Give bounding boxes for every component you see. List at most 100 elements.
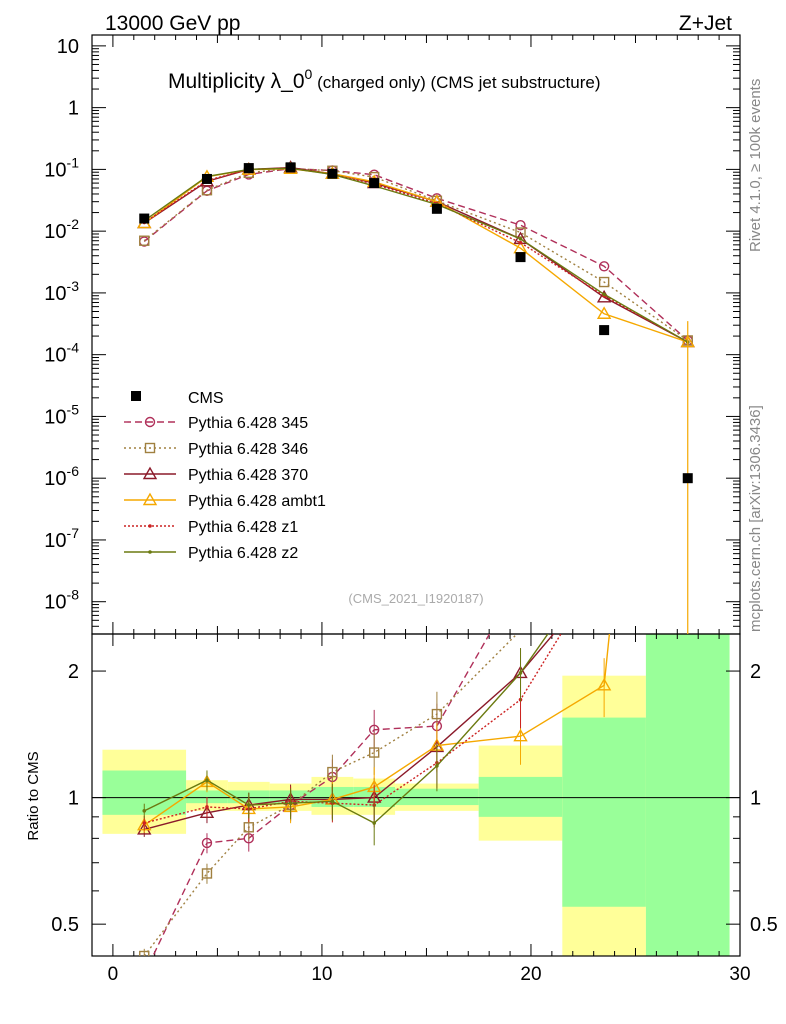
- ratio-panel-series: [137, 634, 612, 956]
- cms-data-point: [369, 178, 380, 189]
- cms-data-point: [243, 163, 254, 174]
- ratio-marker-z2: [246, 803, 251, 807]
- ratio-marker-z2: [205, 778, 209, 783]
- y-tick-base: 10: [44, 406, 66, 428]
- cms-data-point: [515, 252, 526, 263]
- marker-z2: [602, 292, 606, 297]
- ratio-marker-p346: [139, 950, 150, 956]
- y-tick-base: 1: [68, 98, 79, 120]
- legend-label-cms: CMS: [188, 390, 224, 407]
- legend-marker-z2: [148, 550, 152, 554]
- legend-label-ambt1: Pythia 6.428 ambt1: [188, 493, 326, 510]
- series-line-ambt1: [143, 168, 688, 343]
- ratio-marker-p346: [201, 868, 213, 879]
- main-panel-series: [137, 160, 695, 634]
- ratio-ylabel: Ratio to CMS: [25, 751, 42, 840]
- cms-data-point: [139, 213, 150, 224]
- y-tick-label: 10-2: [44, 216, 79, 243]
- x-tick-label: 0: [108, 964, 119, 985]
- series-line-p370: [143, 166, 689, 343]
- y-tick-exp: -3: [67, 278, 80, 294]
- ratio-marker-p346: [368, 747, 380, 758]
- ratio-y-tick-label: 1: [68, 788, 79, 810]
- y-tick-label: 10-6: [44, 463, 79, 490]
- band-inner: [562, 717, 646, 907]
- marker-p346: [598, 276, 610, 288]
- ratio-marker-z1: [205, 805, 209, 809]
- y-tick-label: 10: [57, 36, 79, 58]
- y-tick-label: 10-3: [44, 278, 79, 305]
- legend-marker-p345: [144, 416, 156, 428]
- cms-data-point: [285, 162, 296, 173]
- y-tick-label: 1: [68, 98, 79, 120]
- x-tick-label: 30: [729, 964, 750, 985]
- ratio-marker-p370: [137, 822, 152, 835]
- y-tick-base: 10: [44, 159, 66, 181]
- band-inner: [645, 634, 730, 956]
- y-tick-exp: -5: [67, 401, 80, 417]
- ratio-y-tick-label-right: 2: [750, 661, 761, 683]
- ratio-line-p345: [152, 634, 491, 956]
- ratio-marker-p346: [243, 822, 254, 833]
- cms-data-point: [327, 168, 338, 179]
- y-tick-exp: -8: [67, 587, 80, 603]
- band-inner: [395, 788, 479, 806]
- series-line-p346: [143, 167, 689, 342]
- legend-label-p345: Pythia 6.428 345: [188, 415, 308, 432]
- marker-z2: [518, 237, 523, 241]
- legend-label-p346: Pythia 6.428 346: [188, 441, 308, 458]
- cms-data-point: [599, 325, 610, 336]
- y-tick-label: 10-5: [44, 401, 79, 428]
- analysis-reference: (CMS_2021_I1920187): [348, 591, 483, 606]
- ratio-frame: [91, 633, 741, 957]
- ratio-marker-ambt1: [596, 677, 612, 691]
- ratio-marker-z2: [435, 764, 439, 768]
- ratio-marker-z1: [142, 821, 147, 825]
- plot-title: Multiplicity λ_00 (charged only) (CMS je…: [168, 66, 601, 93]
- title-sub: (charged only) (CMS jet substructure): [312, 73, 600, 92]
- legend-marker-p370: [142, 466, 158, 480]
- marker-p346: [515, 227, 526, 238]
- y-tick-base: 10: [44, 283, 66, 305]
- y-tick-base: 10: [57, 36, 79, 58]
- y-tick-base: 10: [44, 345, 66, 367]
- title-main: Multiplicity λ_0: [168, 70, 305, 93]
- legend-marker-cms: [131, 391, 141, 401]
- ratio-marker-p346: [431, 708, 443, 720]
- ratio-line-z1: [144, 634, 562, 824]
- marker-z1: [518, 240, 523, 245]
- series-line-z2: [143, 167, 689, 343]
- ratio-line-ambt1: [143, 634, 611, 826]
- ratio-marker-ambt1: [513, 728, 528, 742]
- y-tick-exp: -1: [67, 154, 80, 170]
- marker-p345: [598, 261, 610, 272]
- marker-ambt1: [596, 306, 612, 319]
- ratio-marker-p370: [199, 805, 215, 819]
- ratio-line-p370: [144, 634, 555, 831]
- ratio-marker-z2: [518, 671, 523, 675]
- y-tick-label: 10-4: [44, 340, 79, 367]
- process-label: Z+Jet: [679, 12, 732, 35]
- series-line-z1: [143, 167, 689, 343]
- ratio-line-z2: [143, 634, 549, 824]
- ratio-marker-z2: [330, 799, 335, 804]
- legend-marker-z1: [148, 524, 152, 528]
- marker-p346: [139, 235, 150, 246]
- ratio-y-tick-label: 0.5: [51, 914, 79, 936]
- cms-uncertainty-bands: [102, 634, 730, 956]
- ratio-marker-z2: [288, 801, 293, 805]
- marker-p345: [515, 219, 526, 231]
- legend-label-z2: Pythia 6.428 z2: [188, 545, 298, 562]
- rivet-info: Rivet 4.1.0, ≥ 100k events: [747, 79, 764, 252]
- cms-data-point: [431, 203, 442, 214]
- legend-label-p370: Pythia 6.428 370: [188, 467, 308, 484]
- cms-data-point: [201, 173, 212, 184]
- ratio-y-tick-label: 2: [68, 661, 79, 683]
- band-inner: [478, 776, 563, 817]
- site-info: mcplots.cern.ch [arXiv:1306.3436]: [747, 405, 764, 632]
- ratio-y-tick-label-right: 1: [750, 788, 761, 810]
- title-sup: 0: [305, 66, 313, 82]
- ratio-marker-p345: [201, 837, 213, 849]
- legend: CMS Pythia 6.428 345 Pythia 6.428 346 Pythi…: [124, 390, 326, 562]
